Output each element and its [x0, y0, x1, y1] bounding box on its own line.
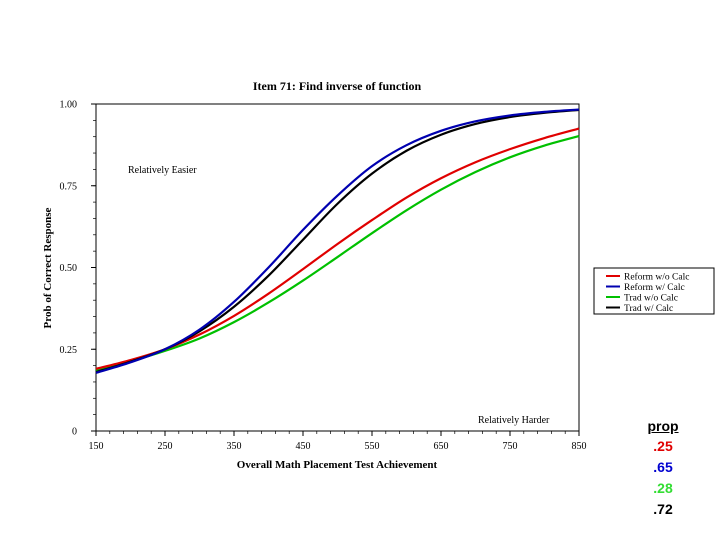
y-tick-label: 0 [72, 427, 77, 438]
x-tick-label: 150 [89, 441, 104, 452]
legend-label: Trad w/ Calc [624, 304, 673, 314]
legend-label: Reform w/ Calc [624, 282, 685, 293]
prop-value: .25 [653, 438, 673, 454]
plot-area [95, 103, 580, 432]
x-tick-label: 350 [227, 441, 242, 452]
prop-value: .65 [653, 459, 673, 475]
prop-panel: prop .25 .65 .28 .72 [628, 418, 698, 520]
prop-values: .25 .65 .28 .72 [628, 436, 698, 520]
y-tick-label: 0.75 [60, 181, 78, 192]
x-tick-label: 550 [365, 441, 380, 452]
prop-value: .72 [653, 501, 673, 517]
axis-ticks: 150 250 350 450 550 650 750 850 0 0.25 0.50 0.75 1.0… [60, 100, 587, 453]
series-line-reform-w-calc [95, 108, 580, 374]
x-tick-label: 450 [296, 441, 311, 452]
series-lines [95, 108, 580, 374]
x-tick-label: 850 [572, 441, 587, 452]
series-line-trad-w-o-calc [95, 134, 580, 372]
y-tick-label: 0.25 [60, 345, 78, 356]
y-axis-label: Prob of Correct Response [42, 207, 54, 328]
y-tick-label: 0.50 [60, 263, 78, 274]
prop-header: prop [647, 418, 679, 434]
x-tick-label: 650 [434, 441, 449, 452]
prop-value: .28 [653, 480, 673, 496]
annotation-easier: Relatively Easier [128, 165, 197, 176]
x-tick-label: 750 [503, 441, 518, 452]
y-tick-label: 1.00 [60, 100, 78, 111]
x-tick-label: 250 [158, 441, 173, 452]
x-axis-label: Overall Math Placement Test Achievement [237, 459, 438, 471]
chart-title: Item 71: Find inverse of function [253, 79, 422, 93]
legend-label: Reform w/o Calc [624, 272, 689, 283]
legend-label: Trad w/o Calc [624, 294, 678, 304]
annotation-harder: Relatively Harder [478, 415, 550, 426]
